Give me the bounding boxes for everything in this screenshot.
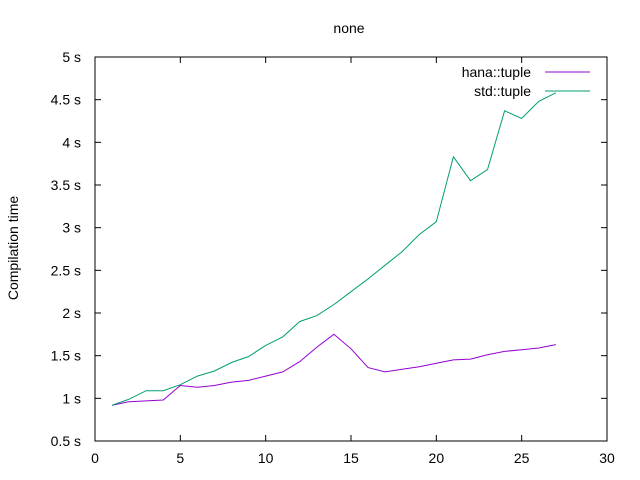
x-tick-label: 5 <box>176 450 184 466</box>
axis-ticks: 0 5 10 15 20 25 30 0.5 s 1 s 1.5 s 2 s 2.5 s 3 s 3.5 … <box>51 49 615 466</box>
y-tick-label: 3.5 s <box>51 177 81 193</box>
x-tick-label: 15 <box>343 450 359 466</box>
y-tick-label: 5 s <box>62 49 81 65</box>
legend-label: hana::tuple <box>462 64 531 80</box>
x-tick-label: 10 <box>258 450 274 466</box>
y-tick-label: 2.5 s <box>51 262 81 278</box>
y-tick-label: 4.5 s <box>51 92 81 108</box>
x-tick-label: 0 <box>91 450 99 466</box>
series-line-0 <box>111 333 556 406</box>
x-tick-label: 20 <box>429 450 445 466</box>
plot-frame <box>94 56 608 442</box>
y-tick-label: 1 s <box>62 390 81 406</box>
y-tick-label: 2 s <box>62 305 81 321</box>
series-line-1 <box>111 92 557 406</box>
legend-label: std::tuple <box>474 83 531 99</box>
y-tick-label: 4 s <box>62 134 81 150</box>
y-tick-label: 1.5 s <box>51 348 81 364</box>
series-lines <box>111 92 557 406</box>
y-tick-label: 3 s <box>62 220 81 236</box>
x-tick-label: 30 <box>599 450 615 466</box>
x-tick-label: 25 <box>514 450 530 466</box>
y-axis-label: Compilation time <box>5 196 21 300</box>
y-tick-label: 0.5 s <box>51 433 81 449</box>
chart-title: none <box>333 20 364 36</box>
